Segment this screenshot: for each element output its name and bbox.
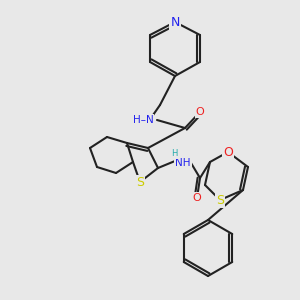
Text: O: O (196, 107, 204, 117)
Text: S: S (136, 176, 144, 188)
Text: NH: NH (175, 158, 191, 168)
Text: O: O (223, 146, 233, 158)
Text: H–N: H–N (133, 115, 153, 125)
Text: O: O (193, 193, 201, 203)
Text: S: S (216, 194, 224, 206)
Text: N: N (170, 16, 180, 28)
Text: H: H (171, 149, 177, 158)
